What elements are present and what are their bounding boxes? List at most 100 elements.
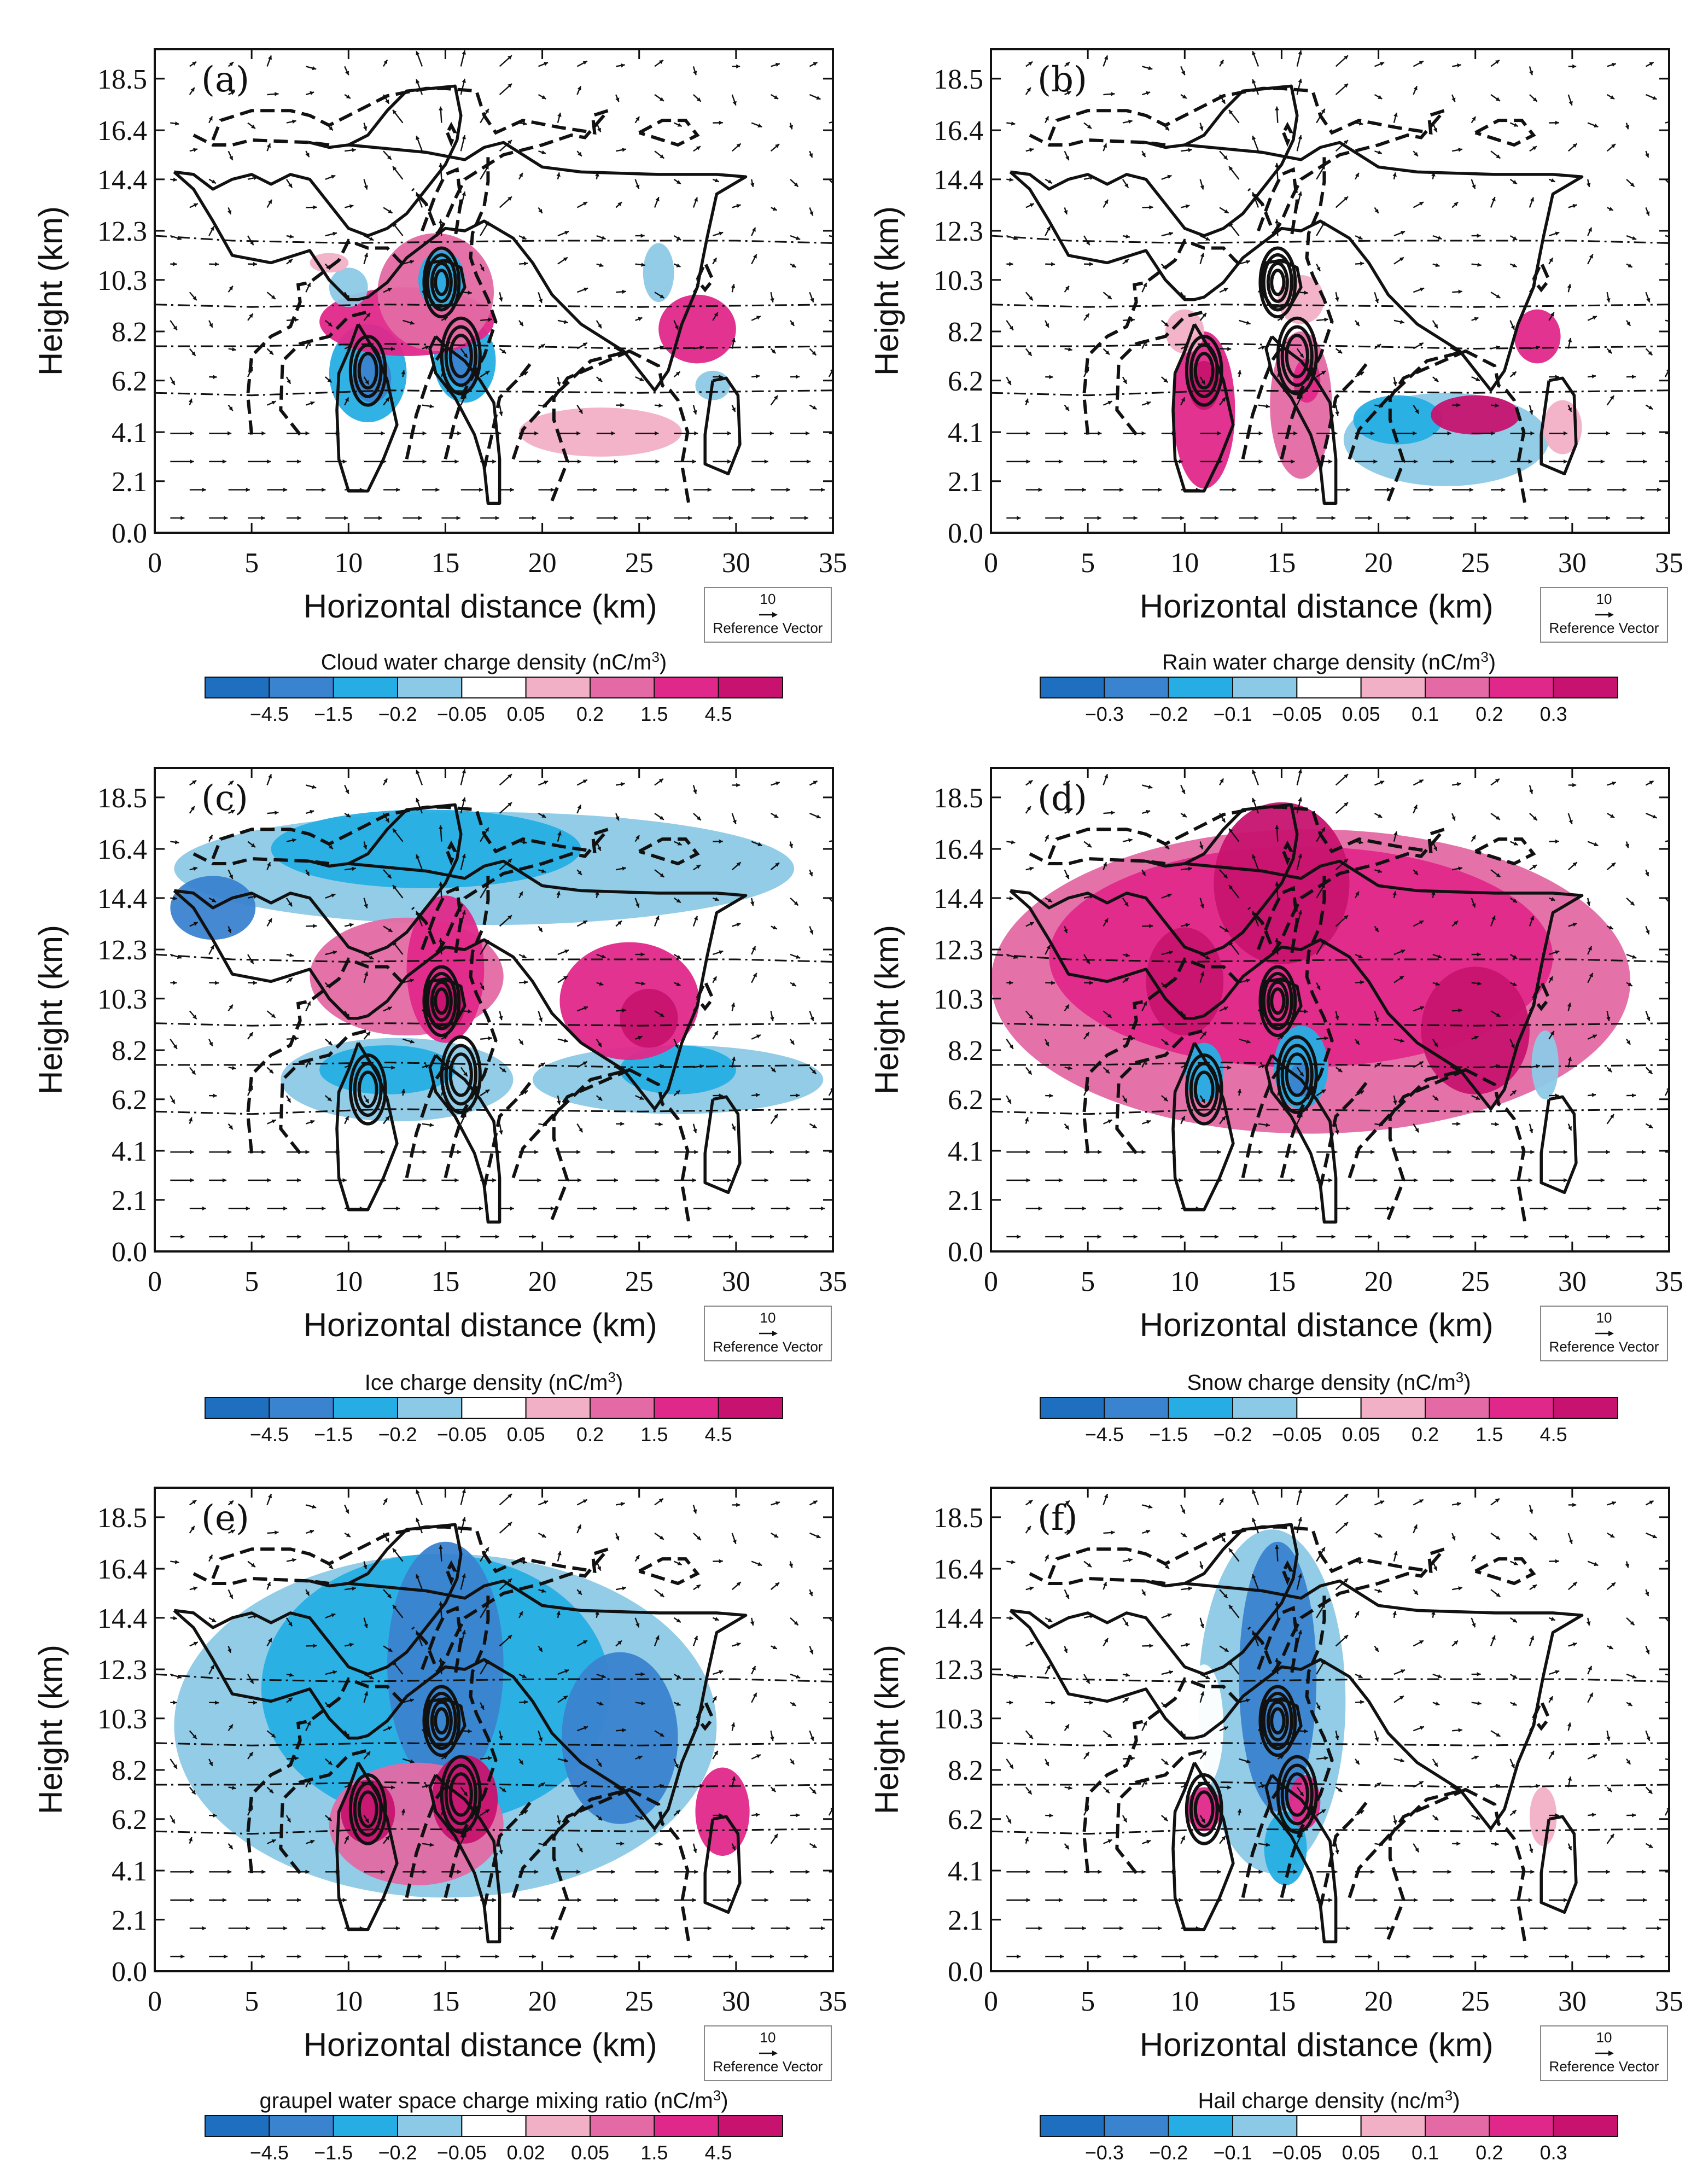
y-tick-label: 4.1 — [112, 1856, 147, 1887]
colorbar-swatch-5 — [1360, 677, 1426, 698]
wind-vector-head — [171, 380, 175, 385]
wind-vector-head — [1625, 1563, 1630, 1568]
wind-vector-head — [1045, 116, 1049, 121]
wind-vector — [1684, 66, 1693, 67]
wind-vector — [1684, 200, 1687, 207]
wind-vector-head — [1567, 1057, 1572, 1061]
wind-vector-head — [1141, 153, 1146, 158]
wind-vector — [1684, 1505, 1693, 1506]
wind-vector-head — [1026, 1178, 1030, 1183]
colorbar-level-label: 0.2 — [1412, 1423, 1439, 1446]
wind-vector-head — [1567, 284, 1572, 288]
wind-vector-head — [1086, 959, 1090, 964]
wind-vector-head — [1064, 1869, 1068, 1874]
wind-vector-head — [751, 1206, 755, 1211]
wind-vector-head — [1220, 778, 1224, 783]
wind-vector-head — [190, 431, 194, 436]
x-tick-label: 15 — [431, 1266, 459, 1297]
colorbar-title-end: ) — [660, 650, 667, 674]
wind-vector-head — [736, 143, 741, 148]
wind-vector-head — [1513, 1561, 1518, 1565]
wind-vector-head — [1304, 1009, 1308, 1014]
wind-vector-head — [297, 1178, 301, 1183]
wind-vector-head — [462, 769, 466, 773]
wind-vector-head — [834, 981, 838, 985]
wind-vector-head — [499, 1016, 503, 1021]
wind-vector-head — [769, 431, 774, 436]
wind-vector-head — [485, 940, 489, 945]
wind-vector-head — [1149, 924, 1153, 928]
wind-vector-head — [1047, 179, 1052, 184]
y-tick-label: 2.1 — [112, 467, 147, 498]
wind-vector-head — [401, 370, 406, 375]
wind-vector-head — [1149, 1644, 1153, 1648]
colorbar-title-sup: 3 — [1445, 2087, 1453, 2104]
wind-vector-head — [1124, 902, 1129, 907]
wind-vector-head — [1606, 298, 1611, 302]
wind-vector — [1684, 1004, 1686, 1011]
wind-vector-head — [713, 258, 717, 263]
wind-vector-head — [173, 261, 177, 266]
wind-vector-head — [1472, 117, 1476, 121]
wind-vector-head — [1291, 1178, 1295, 1183]
dashed-contour-3 — [1082, 1677, 1244, 1873]
wind-vector-head — [540, 1783, 545, 1787]
wind-vector-head — [229, 406, 233, 411]
wind-vector-head — [456, 1954, 460, 1959]
wind-vector-head — [543, 404, 547, 408]
y-tick-label: 6.2 — [948, 1804, 983, 1836]
wind-vector-head — [1458, 866, 1462, 871]
wind-vector-head — [1419, 342, 1424, 347]
wind-vector-head — [1360, 1810, 1364, 1814]
wind-vector-head — [1594, 842, 1599, 847]
wind-vector-head — [327, 378, 332, 383]
colorbar-level-label: 0.1 — [1412, 703, 1439, 725]
wind-vector-head — [508, 774, 512, 778]
wind-vector-head — [1371, 431, 1375, 436]
wind-vector-head — [699, 1784, 704, 1789]
reference-vector-label: Reference Vector — [1549, 2058, 1659, 2075]
wind-vector-head — [422, 459, 427, 464]
wind-vector-head — [1567, 1722, 1572, 1727]
wind-vector-head — [462, 78, 466, 83]
wind-vector-head — [1657, 487, 1661, 492]
wind-vector-head — [1119, 1926, 1124, 1931]
wind-vector-head — [1344, 774, 1348, 778]
wind-vector-head — [1045, 323, 1049, 328]
wind-vector-head — [655, 197, 660, 202]
wind-vector-head — [755, 1813, 760, 1817]
wind-vector-head — [764, 1178, 768, 1183]
wind-vector-head — [770, 1234, 774, 1239]
wind-vector-head — [326, 983, 330, 988]
wind-vector-head — [1450, 1898, 1454, 1902]
wind-vector-head — [595, 1611, 599, 1615]
wind-vector-head — [1246, 1698, 1250, 1703]
wind-vector-head — [1360, 980, 1364, 985]
wind-vector-head — [499, 1735, 503, 1740]
wind-vector-head — [1413, 431, 1417, 436]
wind-vector-head — [202, 1926, 206, 1931]
wind-vector-head — [1029, 1586, 1034, 1591]
wind-vector-head — [1657, 1926, 1661, 1931]
wind-vector-head — [1672, 319, 1677, 324]
dashed-contour-4 — [1115, 1749, 1205, 1874]
wind-vector-head — [1246, 260, 1250, 264]
reference-vector-value: 10 — [760, 1309, 776, 1326]
plot-area — [991, 1488, 1693, 1971]
wind-vector-head — [853, 65, 857, 69]
wind-vector-head — [850, 347, 855, 351]
wind-vector-head — [1299, 1792, 1304, 1796]
wind-vector-head — [1642, 1869, 1646, 1874]
wind-vector-head — [1495, 97, 1500, 101]
wind-vector — [848, 1844, 854, 1850]
panel-d: (d)0 5 10 15 20 25 30 350.02.14.16.28.210.312.3… — [868, 767, 1688, 1446]
wind-vector-head — [1683, 1004, 1688, 1009]
wind-vector-head — [1400, 319, 1404, 324]
wind-vector-head — [228, 1869, 232, 1874]
dashed-contour-3 — [246, 957, 408, 1154]
colorbar-level-label: 0.02 — [507, 2141, 545, 2164]
temperature-contour-2 — [991, 342, 1669, 350]
colorbar-swatch-0 — [1040, 677, 1105, 698]
wind-vector-head — [422, 1150, 427, 1155]
wind-vector-head — [229, 1724, 233, 1729]
